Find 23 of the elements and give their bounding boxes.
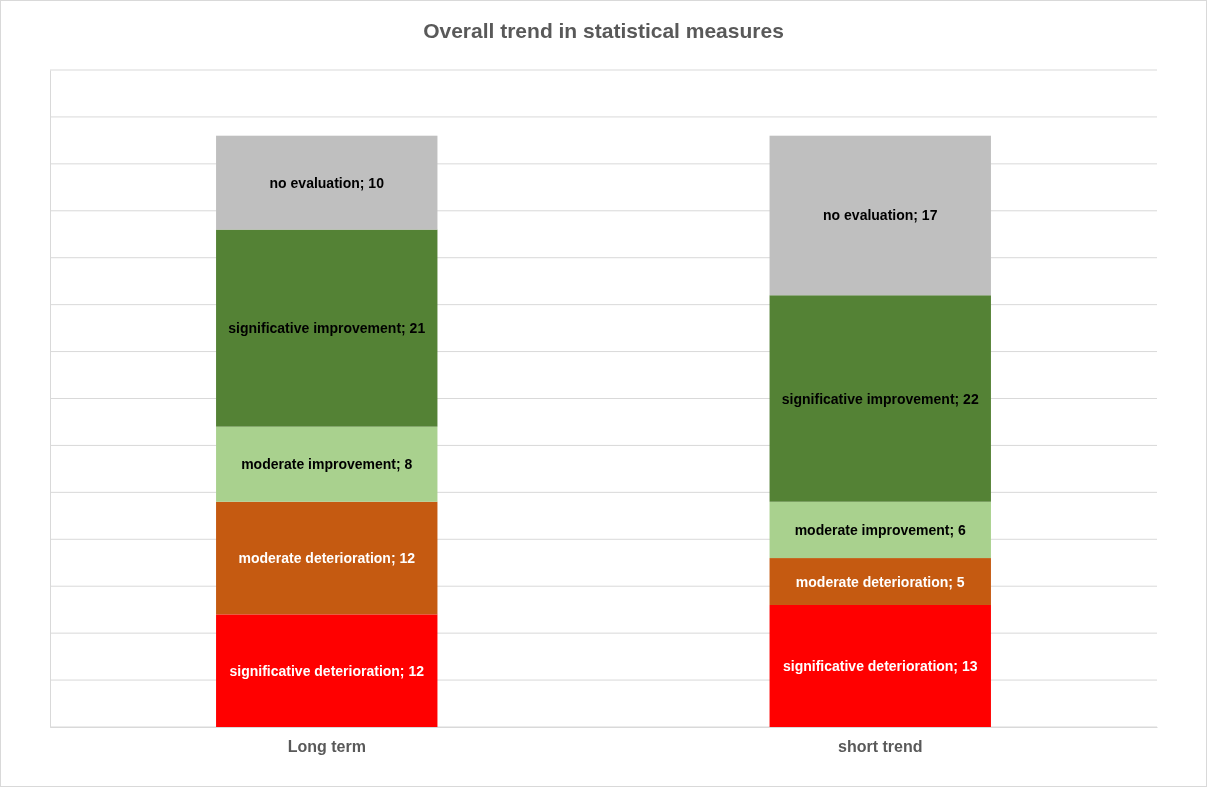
data-label: significative deterioration; 13 [783, 657, 978, 674]
data-label: significative improvement; 21 [228, 320, 426, 337]
chart-title: Overall trend in statistical measures [423, 19, 784, 42]
bar [769, 135, 991, 296]
bar [769, 295, 991, 502]
data-label: significative improvement; 22 [781, 390, 979, 407]
data-label: moderate deterioration; 12 [238, 550, 416, 567]
x-tick-label: short trend [838, 738, 923, 756]
bar [769, 558, 991, 605]
bar [216, 614, 438, 727]
bar [216, 135, 438, 230]
data-label: no evaluation; 17 [823, 207, 938, 224]
data-label: moderate improvement; 8 [241, 456, 413, 473]
bar [216, 426, 438, 502]
bar [769, 604, 991, 727]
data-label: no evaluation; 10 [269, 174, 385, 191]
data-label: moderate improvement; 6 [794, 521, 967, 538]
bar [216, 229, 438, 427]
data-label: moderate deterioration; 5 [795, 573, 965, 590]
bar [769, 501, 991, 559]
data-label: significative deterioration; 12 [229, 662, 425, 679]
bar [216, 501, 438, 615]
x-tick-label: Long term [287, 738, 366, 756]
